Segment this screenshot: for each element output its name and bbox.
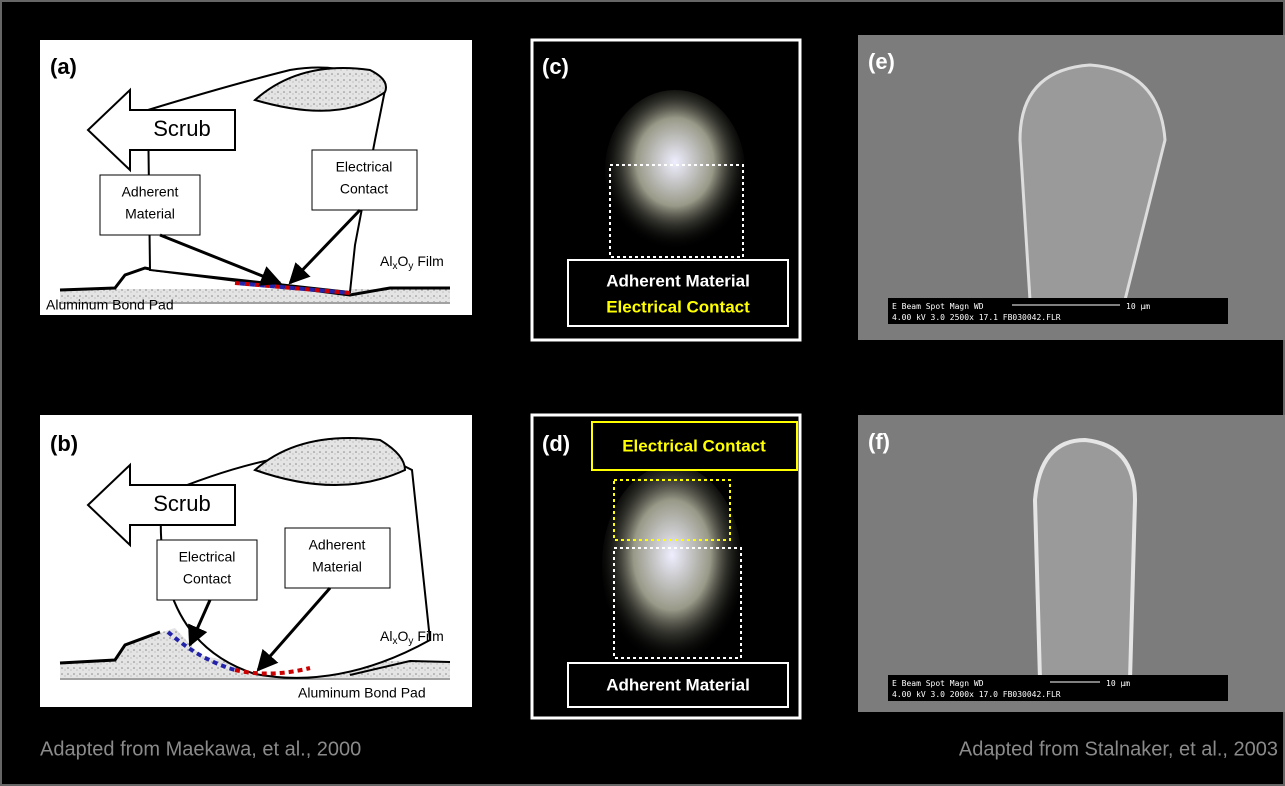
panel-c: Adherent Material Electrical Contact (c): [532, 40, 800, 340]
sem-values: 4.00 kV 3.0 2000x 17.0 FB030042.FLR: [892, 690, 1061, 699]
legend-text: Adherent Material: [606, 675, 750, 694]
film-text: O: [397, 253, 408, 269]
film-sub: y: [408, 261, 413, 272]
scrub-label: Scrub: [153, 116, 210, 141]
caption: Adapted from Stalnaker, et al., 2003: [959, 738, 1278, 760]
panel-label: (d): [542, 431, 570, 456]
panel-e: E Beam Spot Magn WD 4.00 kV 3.0 2500x 17…: [858, 35, 1285, 340]
caption: Adapted from Maekawa, et al., 2000: [40, 738, 361, 760]
callout-text: Adherent: [122, 184, 179, 200]
panel-label: (c): [542, 54, 569, 79]
callout-text: Adherent: [309, 537, 366, 553]
pad-label: Aluminum Bond Pad: [46, 297, 174, 313]
sem-scale: 10 µm: [1106, 679, 1130, 688]
panel-f: E Beam Spot Magn WD 4.00 kV 3.0 2000x 17…: [858, 415, 1285, 712]
film-text: Film: [417, 628, 443, 644]
panel-label: (e): [868, 49, 895, 74]
panel-d: Electrical Contact Adherent Material (d): [532, 415, 800, 718]
sem-values: 4.00 kV 3.0 2500x 17.1 FB030042.FLR: [892, 313, 1061, 322]
legend-text: Electrical Contact: [622, 436, 766, 455]
panel-label: (b): [50, 431, 78, 456]
panel-label: (a): [50, 54, 77, 79]
probe-image: [602, 465, 742, 665]
legend-text: Electrical Contact: [606, 297, 750, 316]
film-sub: y: [408, 636, 413, 647]
probe-image: [605, 90, 745, 250]
film-text: Al: [380, 253, 392, 269]
sem-header: E Beam Spot Magn WD: [892, 302, 984, 311]
callout-text: Material: [312, 559, 362, 575]
callout-text: Contact: [183, 571, 231, 587]
panel-label: (f): [868, 429, 890, 454]
panel-a: Scrub Adherent Material Electrical Conta…: [40, 40, 472, 315]
film-text: Film: [417, 253, 443, 269]
sem-header: E Beam Spot Magn WD: [892, 679, 984, 688]
sem-probe: [1035, 440, 1135, 680]
callout-text: Electrical: [336, 159, 393, 175]
callout-text: Contact: [340, 181, 388, 197]
panel-b: Scrub Electrical Contact Adherent Materi…: [40, 415, 472, 707]
callout-text: Electrical: [179, 549, 236, 565]
film-text: O: [397, 628, 408, 644]
figure: Scrub Adherent Material Electrical Conta…: [0, 0, 1285, 786]
legend-text: Adherent Material: [606, 271, 750, 290]
pad-label: Aluminum Bond Pad: [298, 685, 426, 701]
film-text: Al: [380, 628, 392, 644]
callout-text: Material: [125, 206, 175, 222]
sem-scale: 10 µm: [1126, 302, 1150, 311]
scrub-label: Scrub: [153, 491, 210, 516]
